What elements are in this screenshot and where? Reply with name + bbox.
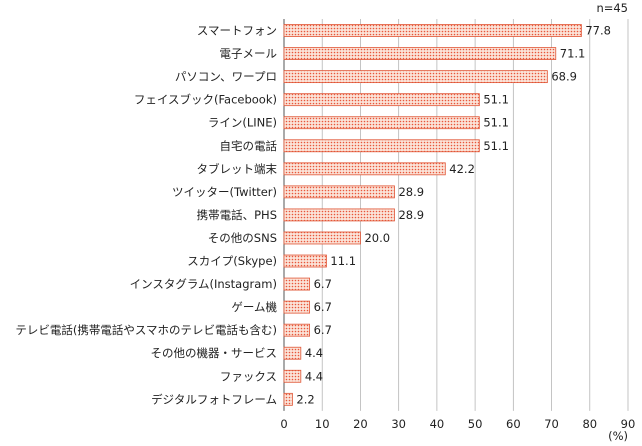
category-label: ファックス [220, 369, 277, 383]
x-tick-label: 30 [391, 417, 406, 431]
value-label: 28.9 [398, 185, 424, 199]
value-label: 51.1 [483, 139, 509, 153]
value-label: 6.7 [314, 300, 332, 314]
value-label: 4.4 [305, 369, 323, 383]
grid-lines [283, 19, 629, 411]
x-tick-label: 0 [280, 417, 287, 431]
bar [283, 93, 480, 107]
value-label: 6.7 [314, 323, 332, 337]
category-label: その他の機器・サービス [151, 346, 278, 360]
category-label: スマートフォン [197, 24, 277, 38]
bar [283, 139, 480, 153]
value-label: 11.1 [330, 254, 356, 268]
bar [283, 300, 311, 314]
bar [283, 185, 395, 199]
value-label: 51.1 [483, 116, 509, 130]
category-label: デジタルフォトフレーム [151, 392, 277, 406]
value-label: 6.7 [314, 277, 332, 291]
bar [283, 231, 361, 245]
x-tick-label: 10 [315, 417, 330, 431]
bar [283, 323, 311, 337]
bar [283, 208, 395, 222]
bar [283, 392, 293, 406]
value-label: 20.0 [364, 231, 390, 245]
category-label: タブレット端末 [197, 162, 278, 176]
category-label: スカイプ(Skype) [187, 254, 277, 268]
category-label: インスタグラム(Instagram) [130, 277, 277, 291]
value-label: 2.2 [296, 392, 314, 406]
value-label: 77.8 [585, 24, 611, 38]
x-tick-label: 60 [506, 417, 521, 431]
value-label: 71.1 [560, 47, 586, 61]
bar [283, 277, 311, 291]
category-label: 電子メール [220, 47, 278, 61]
value-labels: 77.8 71.1 68.9 51.1 51.1 51.1 42.2 28.9 28.9 20.0… [296, 24, 611, 407]
x-tick-label: 70 [544, 417, 559, 431]
category-label: パソコン、ワープロ [175, 70, 277, 84]
category-label: ゲーム機 [231, 300, 277, 314]
value-label: 68.9 [551, 70, 577, 84]
x-tick-label: 50 [468, 417, 483, 431]
value-label: 51.1 [483, 93, 509, 107]
bars [283, 24, 582, 406]
bar [283, 346, 302, 360]
bar [283, 116, 480, 130]
x-axis-ticks: 0 10 20 30 40 50 60 70 80 90 [280, 417, 635, 431]
category-label: 自宅の電話 [220, 139, 278, 153]
value-label: 4.4 [305, 346, 323, 360]
sample-size-note: n=45 [596, 1, 628, 15]
category-label: その他のSNS [208, 231, 277, 245]
value-label: 42.2 [449, 162, 475, 176]
bar [283, 24, 582, 37]
bar [283, 70, 548, 84]
x-axis-unit: (%) [608, 429, 628, 443]
bar [283, 369, 302, 383]
x-tick-label: 40 [430, 417, 445, 431]
category-label: ライン(LINE) [208, 116, 277, 130]
value-label: 28.9 [398, 208, 424, 222]
category-label: 携帯電話、PHS [197, 208, 277, 222]
bar [283, 47, 557, 60]
category-label: ツイッター(Twitter) [172, 185, 277, 199]
x-tick-label: 80 [582, 417, 597, 431]
bar [283, 254, 327, 268]
x-tick-label: 90 [621, 417, 636, 431]
category-label: フェイスブック(Facebook) [134, 93, 277, 107]
bar [283, 162, 446, 176]
category-label: テレビ電話(携帯電話やスマホのテレビ電話も含む) [15, 323, 277, 337]
x-tick-label: 20 [353, 417, 368, 431]
